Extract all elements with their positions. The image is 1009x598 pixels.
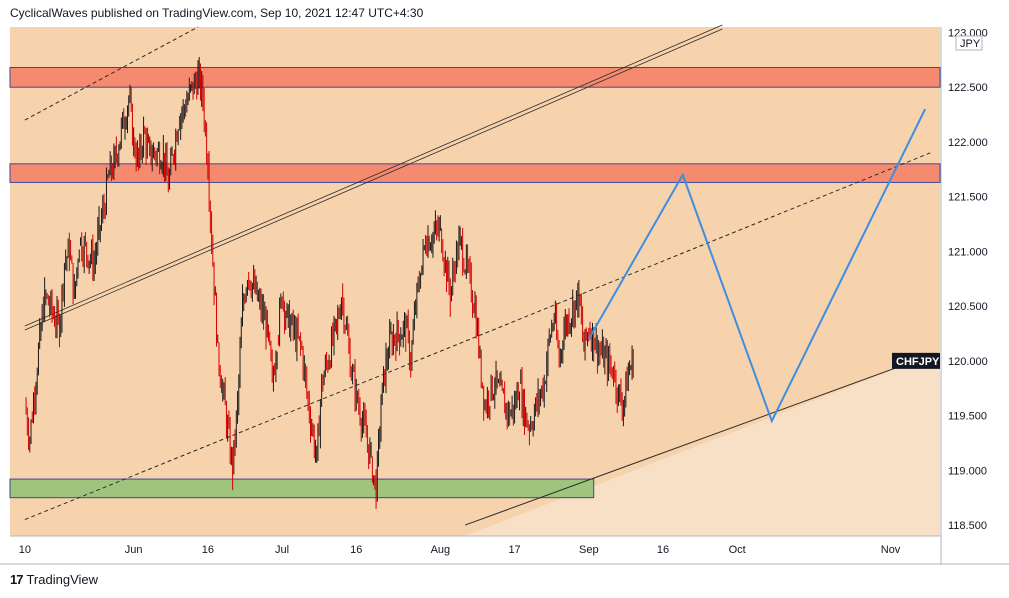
x-tick-label: Nov <box>881 544 901 556</box>
channel-line <box>24 152 931 521</box>
x-tick-label: Oct <box>729 544 746 556</box>
y-tick-label: 119.000 <box>948 465 987 477</box>
x-tick-label: Jul <box>275 544 289 556</box>
x-tick-label: Sep <box>579 544 599 556</box>
publish-header: CyclicalWaves published on TradingView.c… <box>10 6 424 20</box>
y-tick-label: 118.500 <box>948 520 987 532</box>
y-tick-label: 119.500 <box>948 411 987 423</box>
x-tick-label: 16 <box>202 544 214 556</box>
brand-name: TradingView <box>26 572 99 587</box>
y-tick-label: 121.500 <box>948 192 988 204</box>
resistance-zone <box>9 67 941 88</box>
x-tick-label: Aug <box>431 544 451 556</box>
currency-box <box>955 35 983 51</box>
y-tick-label: 120.500 <box>948 301 988 313</box>
projection-path <box>587 108 927 424</box>
channel-line <box>24 24 723 327</box>
y-tick-label: 120.000 <box>948 356 988 368</box>
x-tick-label: 16 <box>350 544 362 556</box>
channel-line <box>24 26 199 121</box>
footer: 17 TradingView <box>10 572 98 587</box>
price-axis <box>941 27 1009 536</box>
x-tick-label: 16 <box>657 544 669 556</box>
lower-region <box>465 351 940 536</box>
currency-label: JPY <box>960 38 981 50</box>
channel-line <box>24 28 723 331</box>
x-tick-label: 10 <box>19 544 31 556</box>
symbol-label: CHFJPY <box>896 356 940 368</box>
channel-line <box>464 354 931 526</box>
y-tick-label: 122.000 <box>948 137 988 149</box>
resistance-zone <box>9 163 941 183</box>
y-tick-label: 121.000 <box>948 246 988 258</box>
y-tick-label: 122.500 <box>948 82 988 94</box>
support-zone <box>9 478 595 499</box>
symbol-tag <box>892 352 940 369</box>
x-tick-label: Jun <box>125 544 143 556</box>
x-tick-label: 17 <box>508 544 520 556</box>
tradingview-logo-icon: 17 <box>10 572 24 587</box>
